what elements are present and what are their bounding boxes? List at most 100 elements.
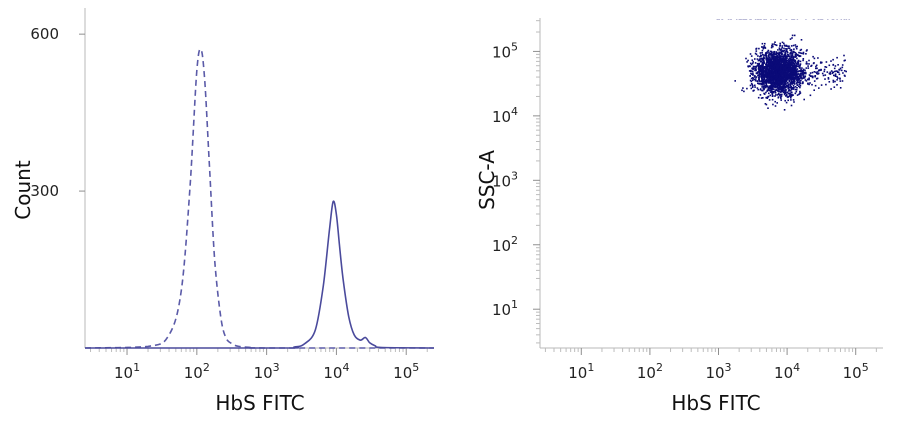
scatter-point	[820, 68, 822, 71]
scatter-point	[826, 71, 829, 73]
scatter-point	[788, 95, 790, 98]
scatter-point	[786, 63, 788, 66]
scatter-point	[840, 19, 842, 20]
scatter-point	[797, 81, 799, 84]
scatter-point	[773, 88, 775, 90]
scatter-point	[788, 80, 791, 83]
scatter-point	[776, 79, 778, 81]
scatter-point	[752, 79, 754, 81]
scatter-point	[761, 59, 764, 61]
scatter-point	[785, 101, 788, 104]
scatter-point	[796, 53, 798, 56]
scatter-x-tick-label: 104	[774, 361, 800, 382]
scatter-point	[796, 45, 798, 48]
scatter-point	[776, 62, 778, 65]
scatter-point	[789, 67, 792, 69]
scatter-point	[774, 95, 776, 97]
scatter-point	[781, 41, 784, 44]
scatter-point	[721, 19, 723, 20]
scatter-point	[793, 77, 795, 79]
scatter-point	[758, 68, 760, 70]
scatter-point	[829, 71, 832, 74]
scatter-point	[766, 90, 768, 92]
scatter-point	[746, 87, 748, 90]
scatter-point	[841, 64, 844, 66]
scatter-point	[792, 58, 795, 60]
scatter-point	[760, 72, 763, 74]
scatter-point	[770, 83, 772, 85]
scatter-point	[760, 70, 763, 73]
scatter-point	[762, 57, 765, 60]
scatter-point	[777, 49, 779, 51]
scatter-point	[779, 55, 782, 57]
scatter-point	[758, 78, 760, 81]
scatter-point	[792, 85, 795, 87]
scatter-point	[790, 55, 792, 58]
scatter-point	[796, 65, 799, 68]
scatter-point	[836, 19, 838, 20]
scatter-point	[790, 97, 792, 99]
scatter-point	[789, 90, 792, 92]
scatter-point	[763, 92, 765, 95]
scatter-point	[790, 68, 793, 70]
scatter-point	[781, 81, 783, 83]
scatter-point	[764, 75, 766, 77]
scatter-point	[789, 92, 792, 94]
scatter-point	[756, 71, 759, 74]
scatter-point	[783, 86, 786, 89]
scatter-point	[784, 63, 787, 65]
scatter-point	[764, 81, 766, 83]
scatter-point	[769, 50, 772, 53]
scatter-point	[730, 19, 732, 20]
scatter-point	[793, 60, 795, 63]
scatter-point	[805, 67, 808, 69]
scatter-point	[792, 44, 795, 47]
scatter-y-tick-labels: 101 102 103 104 105	[492, 40, 518, 319]
scatter-point	[848, 19, 850, 20]
scatter-point	[767, 107, 769, 109]
scatter-point	[844, 75, 846, 77]
scatter-point	[785, 70, 787, 72]
scatter-point	[798, 54, 801, 57]
scatter-point	[762, 47, 765, 50]
scatter-point	[762, 66, 764, 68]
scatter-x-tick-label: 105	[843, 361, 869, 382]
scatter-point	[780, 79, 782, 82]
scatter-point	[774, 62, 777, 65]
scatter-point	[764, 79, 766, 81]
scatter-point	[782, 91, 785, 94]
scatter-point	[797, 70, 800, 73]
scatter-point	[788, 57, 791, 60]
scatter-point	[817, 57, 819, 59]
scatter-point	[778, 54, 780, 57]
scatter-point	[790, 79, 793, 81]
scatter-point	[777, 90, 779, 92]
scatter-point	[775, 77, 777, 80]
scatter-point	[788, 73, 791, 75]
scatter-point	[777, 64, 780, 67]
scatter-point	[716, 19, 718, 20]
scatter-point	[777, 92, 780, 95]
scatter-point	[772, 52, 775, 55]
scatter-point	[833, 74, 835, 77]
scatter-points	[716, 19, 850, 111]
scatter-point	[783, 109, 786, 111]
scatter-point	[792, 67, 794, 69]
scatter-point	[774, 19, 777, 20]
scatter-point	[778, 83, 781, 86]
scatter-point	[792, 62, 794, 64]
scatter-y-tick-label: 104	[492, 105, 518, 126]
scatter-point	[788, 69, 791, 72]
scatter-point	[786, 65, 788, 67]
scatter-point	[790, 94, 792, 96]
scatter-point	[768, 78, 770, 81]
scatter-point	[796, 82, 798, 84]
scatter-point	[816, 72, 818, 75]
scatter-point	[839, 87, 842, 89]
scatter-point	[791, 52, 794, 55]
scatter-point	[785, 50, 788, 53]
scatter-point	[795, 52, 797, 55]
scatter-point	[805, 53, 807, 55]
scatter-point	[773, 66, 776, 68]
scatter-point	[784, 77, 787, 79]
